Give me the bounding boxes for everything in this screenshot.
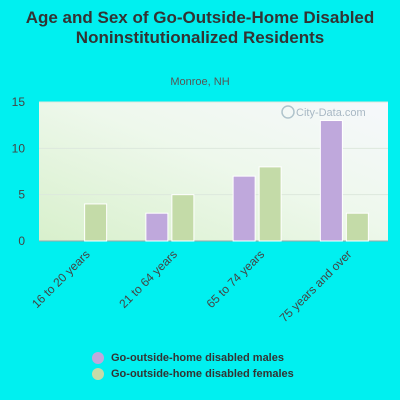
chart-subtitle: Monroe, NH — [170, 76, 230, 88]
bar-males — [232, 175, 256, 242]
bar-males — [145, 212, 169, 242]
x-tick-label: 65 to 74 years — [204, 247, 268, 311]
legend-swatch-males — [92, 352, 104, 364]
y-tick-label: 0 — [18, 234, 25, 248]
legend-label-females: Go-outside-home disabled females — [111, 368, 294, 380]
chart-title: Age and Sex of Go-Outside-Home Disabled … — [25, 8, 375, 47]
legend-swatch-females — [92, 368, 104, 380]
legend-item-females: Go-outside-home disabled females — [92, 366, 294, 382]
bar-females — [258, 166, 282, 242]
bar-females — [345, 212, 369, 242]
bar-females — [171, 194, 195, 242]
bar-females — [84, 203, 108, 242]
bar-chart: 0 5 10 15 16 to 20 years 21 to 64 years 65 to… — [12, 95, 388, 325]
y-tick-label: 5 — [18, 188, 25, 202]
watermark: City-Data.com — [281, 105, 366, 119]
y-tick-label: 10 — [12, 141, 26, 155]
x-tick-label: 21 to 64 years — [116, 247, 180, 311]
legend: Go-outside-home disabled males Go-outsid… — [92, 350, 294, 382]
x-tick-label: 16 to 20 years — [29, 247, 93, 311]
legend-label-males: Go-outside-home disabled males — [111, 352, 284, 364]
x-tick-label: 75 years and over — [277, 247, 355, 325]
y-tick-label: 15 — [12, 95, 26, 109]
bar-males — [319, 120, 343, 242]
legend-item-males: Go-outside-home disabled males — [92, 350, 294, 366]
svg-text:City-Data.com: City-Data.com — [296, 107, 366, 119]
